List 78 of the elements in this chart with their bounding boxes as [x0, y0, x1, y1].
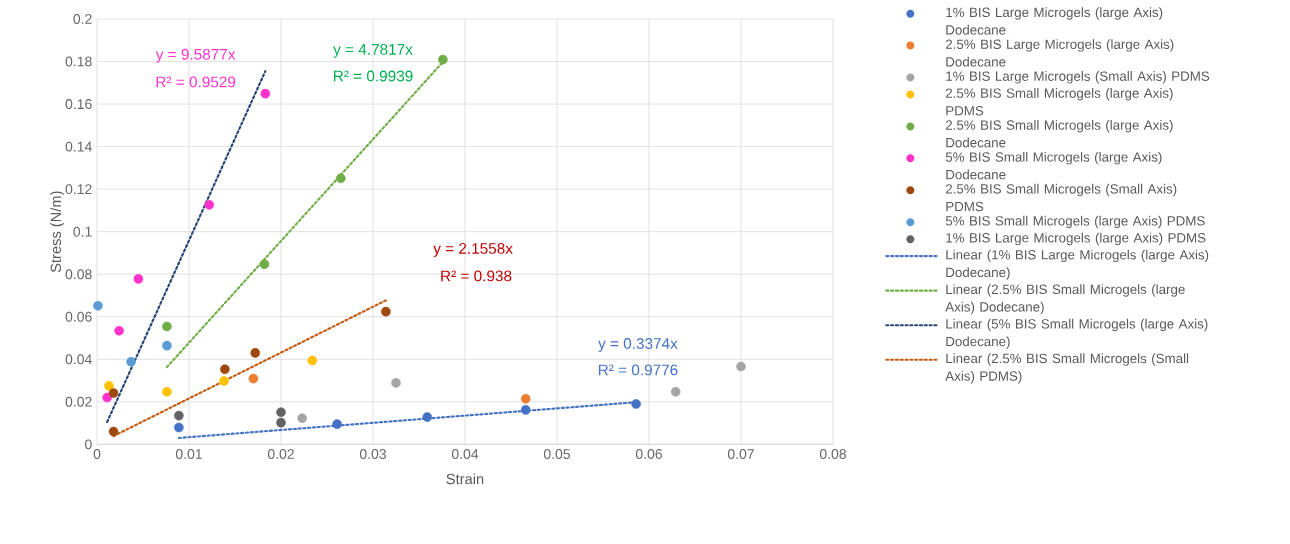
annotation: R² = 0.9776 [598, 364, 678, 376]
legend-label: 5% BIS Small Microgels (large Axis) Dodecane [945, 152, 1162, 180]
x-tick-label: 0.08 [819, 449, 846, 460]
y-axis-title: Stress (N/m) [50, 191, 64, 273]
legend-label: 1% BIS Large Microgels (large Axis) Dodecane [946, 7, 1163, 35]
point [297, 413, 307, 424]
x-tick-label: 0.07 [727, 449, 754, 460]
x-axis-title: Strain [446, 473, 484, 485]
point [307, 355, 318, 366]
point [422, 412, 433, 423]
x-tick-label: 0.02 [267, 449, 294, 460]
point [108, 388, 119, 398]
legend-label: 2.5% BIS Small Microgels (large Axis) PDMS [945, 88, 1173, 116]
point [162, 321, 172, 332]
point [133, 274, 144, 284]
point [162, 387, 172, 397]
point [126, 357, 136, 367]
y-tick-label: 0.2 [73, 14, 92, 25]
point [520, 394, 531, 404]
point [114, 326, 124, 336]
annotation: y = 2.1558x [433, 243, 513, 257]
annotation: R² = 0.9939 [333, 70, 413, 82]
annotation: y = 4.7817x [333, 44, 413, 58]
point [174, 410, 184, 421]
y-tick-label: 0.18 [65, 56, 92, 67]
y-tick-label: 0.12 [65, 184, 92, 195]
point [631, 399, 641, 409]
point [391, 378, 401, 388]
point [204, 200, 215, 210]
point [248, 373, 259, 384]
x-tick-label: 0.04 [451, 449, 479, 460]
x-tick-label: 0.01 [175, 449, 202, 460]
x-tick-label: 0.06 [635, 449, 662, 460]
point [276, 417, 286, 428]
point [381, 306, 391, 317]
x-tick-label: 0.05 [543, 449, 571, 460]
point [104, 381, 114, 391]
point [332, 419, 342, 430]
point [259, 259, 270, 270]
legend-label: 1% BIS Large Microgels (Small Axis) PDMS [946, 71, 1210, 84]
y-tick-label: 0.04 [65, 354, 92, 365]
point [520, 405, 531, 415]
y-tick-label: 0.14 [65, 141, 92, 152]
y-tick-label: 0.08 [65, 269, 92, 280]
point [174, 422, 184, 433]
annotation: y = 0.3374x [598, 338, 678, 353]
point [260, 88, 271, 99]
y-tick-label: 0 [85, 439, 92, 450]
legend-label: 2.5% BIS Small Microgels (Small Axis) PDMS [945, 183, 1177, 212]
y-tick-label: 0.02 [65, 396, 92, 407]
point [102, 392, 112, 403]
legend-label: 1% BIS Large Microgels (large Axis) PDMS [946, 232, 1206, 246]
legend-label: 2.5% BIS Small Microgels (large Axis) Dodecane [945, 120, 1173, 148]
point [162, 340, 172, 351]
x-tick-label: 0.03 [359, 449, 387, 460]
legend-label: Linear (1% BIS Large Microgels (large Axis) Dodecane) [946, 249, 1209, 280]
point [438, 54, 448, 65]
legend-label: Linear (2.5% BIS Small Microgels (Small Axis) PDMS) [945, 353, 1189, 384]
point [220, 364, 230, 375]
point [670, 387, 681, 397]
point [736, 361, 746, 372]
annotation: y = 9.5877x [155, 48, 236, 63]
point [219, 376, 229, 386]
y-tick-label: 0.16 [65, 99, 92, 110]
point [276, 407, 286, 418]
point [108, 426, 119, 437]
legend-label: Linear (5% BIS Small Microgels (large Axis) Dodecane) [946, 318, 1208, 349]
point [250, 348, 261, 358]
annotation: R² = 0.938 [441, 270, 512, 282]
legend-label: 5% BIS Small Microgels (large Axis) PDMS [945, 215, 1205, 229]
point [93, 300, 103, 311]
y-tick-label: 0.06 [65, 311, 92, 322]
x-tick-label: 0 [93, 449, 101, 460]
point [336, 173, 346, 184]
y-tick-label: 0.1 [73, 226, 92, 237]
legend-label: 2.5% BIS Large Microgels (large Axis) Dodecane [945, 39, 1174, 67]
annotation: R² = 0.9529 [156, 76, 236, 88]
legend-label: Linear (2.5% BIS Small Microgels (large Axis) Dodecane) [945, 284, 1185, 315]
